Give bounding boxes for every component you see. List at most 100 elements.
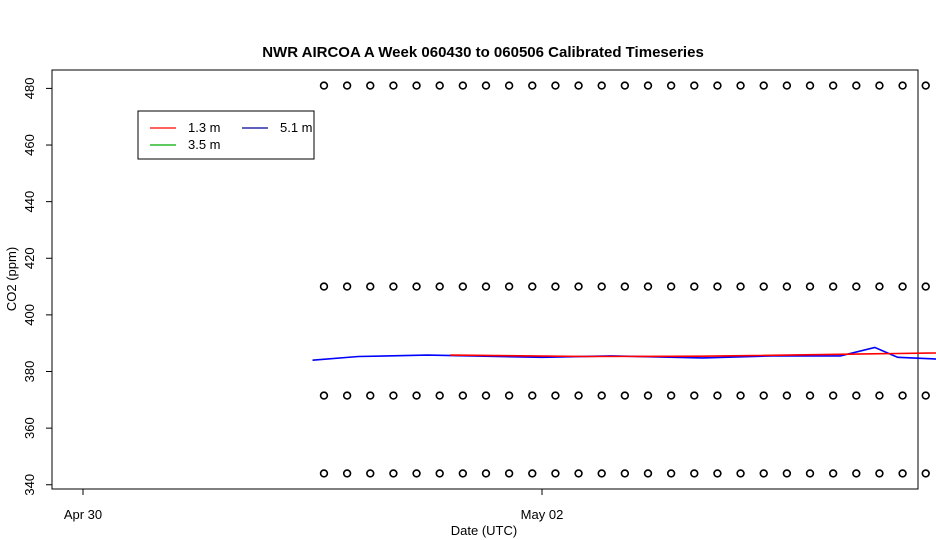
calibration-point bbox=[458, 282, 468, 291]
calibration-point bbox=[713, 282, 722, 291]
calibration-point bbox=[852, 391, 861, 400]
legend-label: 1.3 m bbox=[188, 120, 221, 135]
calibration-point bbox=[528, 391, 537, 400]
calibration-point bbox=[319, 282, 329, 291]
calibration-point bbox=[574, 469, 583, 478]
calibration-point bbox=[782, 81, 792, 90]
calibration-point bbox=[898, 469, 907, 478]
x-tick-label: May 02 bbox=[521, 507, 564, 522]
calibration-point bbox=[620, 282, 630, 291]
calibration-point bbox=[805, 469, 815, 478]
calibration-point bbox=[875, 469, 884, 478]
series-line bbox=[312, 346, 936, 361]
calibration-point bbox=[412, 282, 421, 291]
y-tick-label: 460 bbox=[22, 134, 37, 156]
calibration-point bbox=[736, 282, 745, 291]
y-tick-label: 380 bbox=[22, 361, 37, 383]
calibration-point bbox=[597, 391, 606, 400]
calibration-point bbox=[435, 391, 444, 400]
calibration-point bbox=[481, 391, 491, 400]
calibration-point bbox=[759, 282, 768, 291]
calibration-point bbox=[898, 282, 907, 291]
calibration-point bbox=[666, 282, 676, 291]
calibration-point bbox=[504, 282, 514, 291]
calibration-point bbox=[690, 81, 699, 90]
calibration-point bbox=[805, 391, 815, 400]
calibration-point bbox=[875, 81, 884, 90]
calibration-point bbox=[736, 391, 745, 400]
plot-frame bbox=[51, 69, 919, 490]
calibration-point bbox=[342, 391, 352, 400]
calibration-point bbox=[435, 81, 444, 90]
calibration-point bbox=[713, 391, 722, 400]
calibration-point bbox=[921, 81, 930, 90]
series-line bbox=[450, 352, 936, 358]
calibration-point bbox=[597, 81, 606, 90]
calibration-point bbox=[551, 391, 560, 400]
calibration-point bbox=[643, 391, 653, 400]
calibration-point bbox=[921, 469, 930, 478]
calibration-point bbox=[342, 469, 352, 478]
calibration-point bbox=[875, 282, 884, 291]
legend-box bbox=[137, 110, 315, 160]
calibration-point bbox=[551, 81, 560, 90]
calibration-point bbox=[528, 282, 537, 291]
calibration-point bbox=[713, 81, 722, 90]
calibration-point bbox=[458, 469, 468, 478]
calibration-point bbox=[828, 469, 838, 478]
calibration-point bbox=[458, 81, 468, 90]
calibration-point bbox=[412, 469, 421, 478]
calibration-point bbox=[528, 81, 537, 90]
calibration-point bbox=[736, 469, 745, 478]
calibration-point bbox=[366, 469, 375, 478]
calibration-point bbox=[898, 391, 907, 400]
calibration-point bbox=[366, 81, 375, 90]
calibration-point bbox=[852, 81, 861, 90]
calibration-point bbox=[319, 391, 329, 400]
y-tick-label: 340 bbox=[22, 474, 37, 496]
calibration-point bbox=[828, 81, 838, 90]
calibration-point bbox=[759, 469, 768, 478]
calibration-point bbox=[643, 469, 653, 478]
y-axis-label: CO2 (ppm) bbox=[4, 247, 19, 311]
calibration-point bbox=[828, 391, 838, 400]
legend: 1.3 m 3.5 m 5.1 m bbox=[137, 110, 315, 160]
calibration-point bbox=[690, 391, 699, 400]
calibration-point bbox=[342, 81, 352, 90]
calibration-point bbox=[759, 81, 768, 90]
calibration-point bbox=[643, 282, 653, 291]
calibration-point bbox=[921, 282, 930, 291]
y-tick-label: 480 bbox=[22, 78, 37, 100]
calibration-point bbox=[319, 469, 329, 478]
calibration-point bbox=[435, 282, 444, 291]
calibration-point bbox=[412, 391, 421, 400]
y-tick-label: 440 bbox=[22, 191, 37, 213]
calibration-point bbox=[481, 282, 491, 291]
calibration-point bbox=[666, 469, 676, 478]
calibration-point bbox=[690, 469, 699, 478]
x-tick-label: Apr 30 bbox=[64, 507, 102, 522]
calibration-point bbox=[574, 391, 583, 400]
calibration-point bbox=[597, 469, 606, 478]
calibration-point bbox=[782, 469, 792, 478]
calibration-point bbox=[597, 282, 606, 291]
calibration-markers bbox=[319, 81, 930, 478]
calibration-point bbox=[366, 282, 375, 291]
calibration-point bbox=[759, 391, 768, 400]
legend-label: 5.1 m bbox=[280, 120, 313, 135]
calibration-point bbox=[620, 81, 630, 90]
y-tick-label: 360 bbox=[22, 417, 37, 439]
calibration-point bbox=[504, 81, 514, 90]
y-tick-label: 420 bbox=[22, 247, 37, 269]
calibration-point bbox=[504, 469, 514, 478]
y-axis: 340 360 380 400 420 440 460 480 bbox=[22, 78, 52, 496]
calibration-point bbox=[782, 282, 792, 291]
calibration-point bbox=[574, 81, 583, 90]
calibration-point bbox=[828, 282, 838, 291]
calibration-point bbox=[389, 282, 398, 291]
x-axis-label: Date (UTC) bbox=[451, 523, 517, 538]
calibration-point bbox=[805, 282, 815, 291]
calibration-point bbox=[551, 469, 560, 478]
